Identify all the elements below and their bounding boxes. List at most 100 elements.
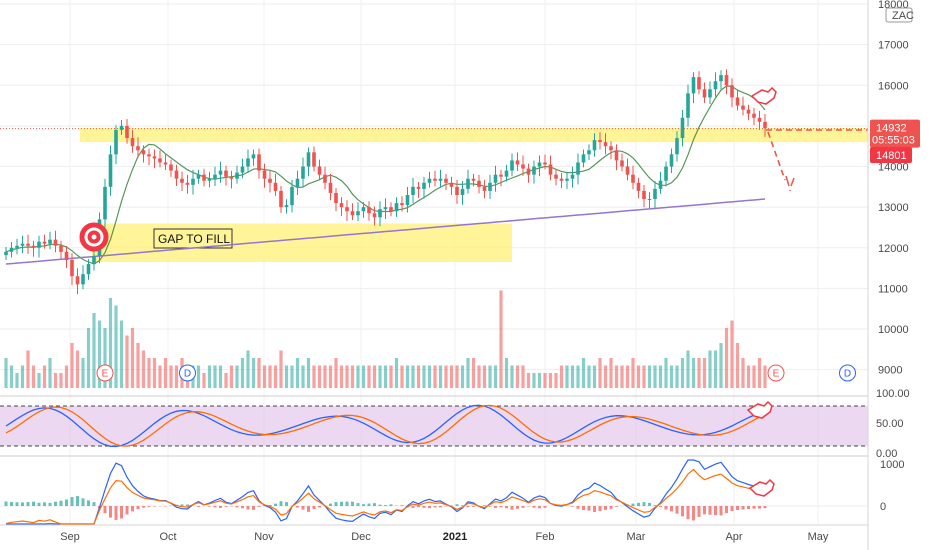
macd-histogram-bar [197, 506, 200, 507]
volume-bar [449, 365, 454, 388]
macd-histogram-bar [741, 506, 745, 510]
candle-body [31, 245, 36, 248]
volume-bar [686, 350, 690, 388]
volume-bar [53, 373, 58, 388]
dividend-marker-label: D [844, 369, 851, 380]
macd-histogram-bar [686, 506, 690, 520]
long-ma-line [5, 198, 766, 265]
macd-histogram-bar [587, 506, 591, 511]
time-tick-label: Sep [60, 531, 80, 543]
volume-bar [741, 358, 745, 388]
macd-histogram-bar [285, 502, 288, 506]
volume-bar [757, 358, 762, 388]
candle-body [592, 140, 597, 151]
candle-body [345, 207, 349, 212]
pointer-hand-icon [750, 86, 777, 105]
volume-bar [543, 373, 547, 388]
candle-body [411, 186, 415, 195]
macd-histogram-bar [59, 500, 63, 506]
price-projection [766, 129, 868, 191]
candle-body [554, 174, 558, 179]
macd-histogram-bar [697, 506, 701, 517]
volume-bar [719, 343, 723, 388]
candle-body [361, 207, 366, 212]
candle-body [70, 259, 74, 277]
candle-body [103, 186, 107, 220]
macd-histogram-bar [186, 504, 189, 506]
candle-body [108, 154, 113, 187]
earnings-marker [96, 364, 114, 382]
volume-bar [334, 358, 338, 388]
price-candles[interactable] [4, 69, 767, 295]
volume-bar [290, 365, 294, 388]
volume-bar [301, 365, 305, 388]
stochastic-tick-label: 50.00 [876, 418, 904, 430]
projection-mark [785, 175, 795, 191]
candle-body [372, 213, 377, 218]
stochastic-tick-label: 100.00 [876, 388, 910, 400]
volume-bar [658, 365, 663, 388]
macd-histogram-bar [70, 497, 74, 506]
candle-body [64, 251, 69, 260]
macd-histogram-bar [153, 506, 156, 507]
macd-histogram-bar [274, 503, 277, 506]
macd-histogram-bar [692, 506, 695, 521]
volume-bar [433, 365, 437, 388]
candle-body [504, 170, 509, 177]
candle-body [510, 160, 514, 171]
volume-bar [669, 365, 674, 388]
volume-bar [521, 365, 525, 388]
price-tick-label: 13000 [878, 202, 909, 214]
candle-body [565, 178, 569, 181]
macd-histogram-bar [351, 501, 354, 506]
price-tick-label: 9000 [878, 365, 902, 377]
time-tick-label: Dec [351, 531, 371, 543]
candle-body [394, 203, 399, 212]
candle-body [598, 140, 602, 143]
candle-body [631, 174, 635, 183]
volume-bar [653, 365, 657, 388]
macd-histogram-bar [763, 506, 767, 509]
macd-histogram-bar [120, 506, 123, 519]
macd-histogram-bar [521, 506, 525, 508]
volume-bar [92, 313, 96, 388]
macd-histogram-bar [10, 501, 13, 506]
volume-bar [350, 365, 355, 388]
volume-bar [246, 350, 250, 388]
macd-histogram-bar [516, 506, 519, 509]
macd-histogram-bar [670, 506, 673, 512]
volume-bar [59, 373, 63, 388]
volume-bar [620, 365, 624, 388]
macd-histogram-bar [384, 505, 387, 506]
volume-bar [488, 365, 492, 388]
macd-histogram-bar [417, 506, 420, 508]
macd-histogram-bar [604, 506, 607, 510]
volume-bar [42, 365, 47, 388]
macd-pane[interactable] [0, 455, 868, 525]
volume-bar [576, 365, 580, 388]
candle-body [416, 186, 421, 189]
macd-histogram-bar [538, 506, 541, 509]
time-tick-label: Oct [159, 531, 176, 543]
current-price-badge [870, 119, 920, 148]
chart-annotations [79, 86, 777, 497]
macd-histogram-bar [637, 502, 640, 506]
candle-body [284, 205, 289, 208]
macd-histogram-bar [466, 506, 470, 508]
candle-body [9, 247, 14, 252]
volume-bar [691, 358, 696, 388]
volume-bar [207, 365, 212, 388]
volume-bar [735, 343, 740, 388]
candle-body [603, 142, 608, 147]
candle-body [449, 182, 454, 187]
macd-histogram-bar [114, 506, 118, 520]
pointer-hand-icon [746, 400, 773, 419]
candle-body [746, 109, 751, 114]
candle-body [433, 178, 437, 181]
candle-body [53, 239, 58, 246]
stochastic-pane[interactable] [0, 395, 868, 448]
candle-body [152, 156, 157, 159]
volume-bar [229, 365, 234, 388]
